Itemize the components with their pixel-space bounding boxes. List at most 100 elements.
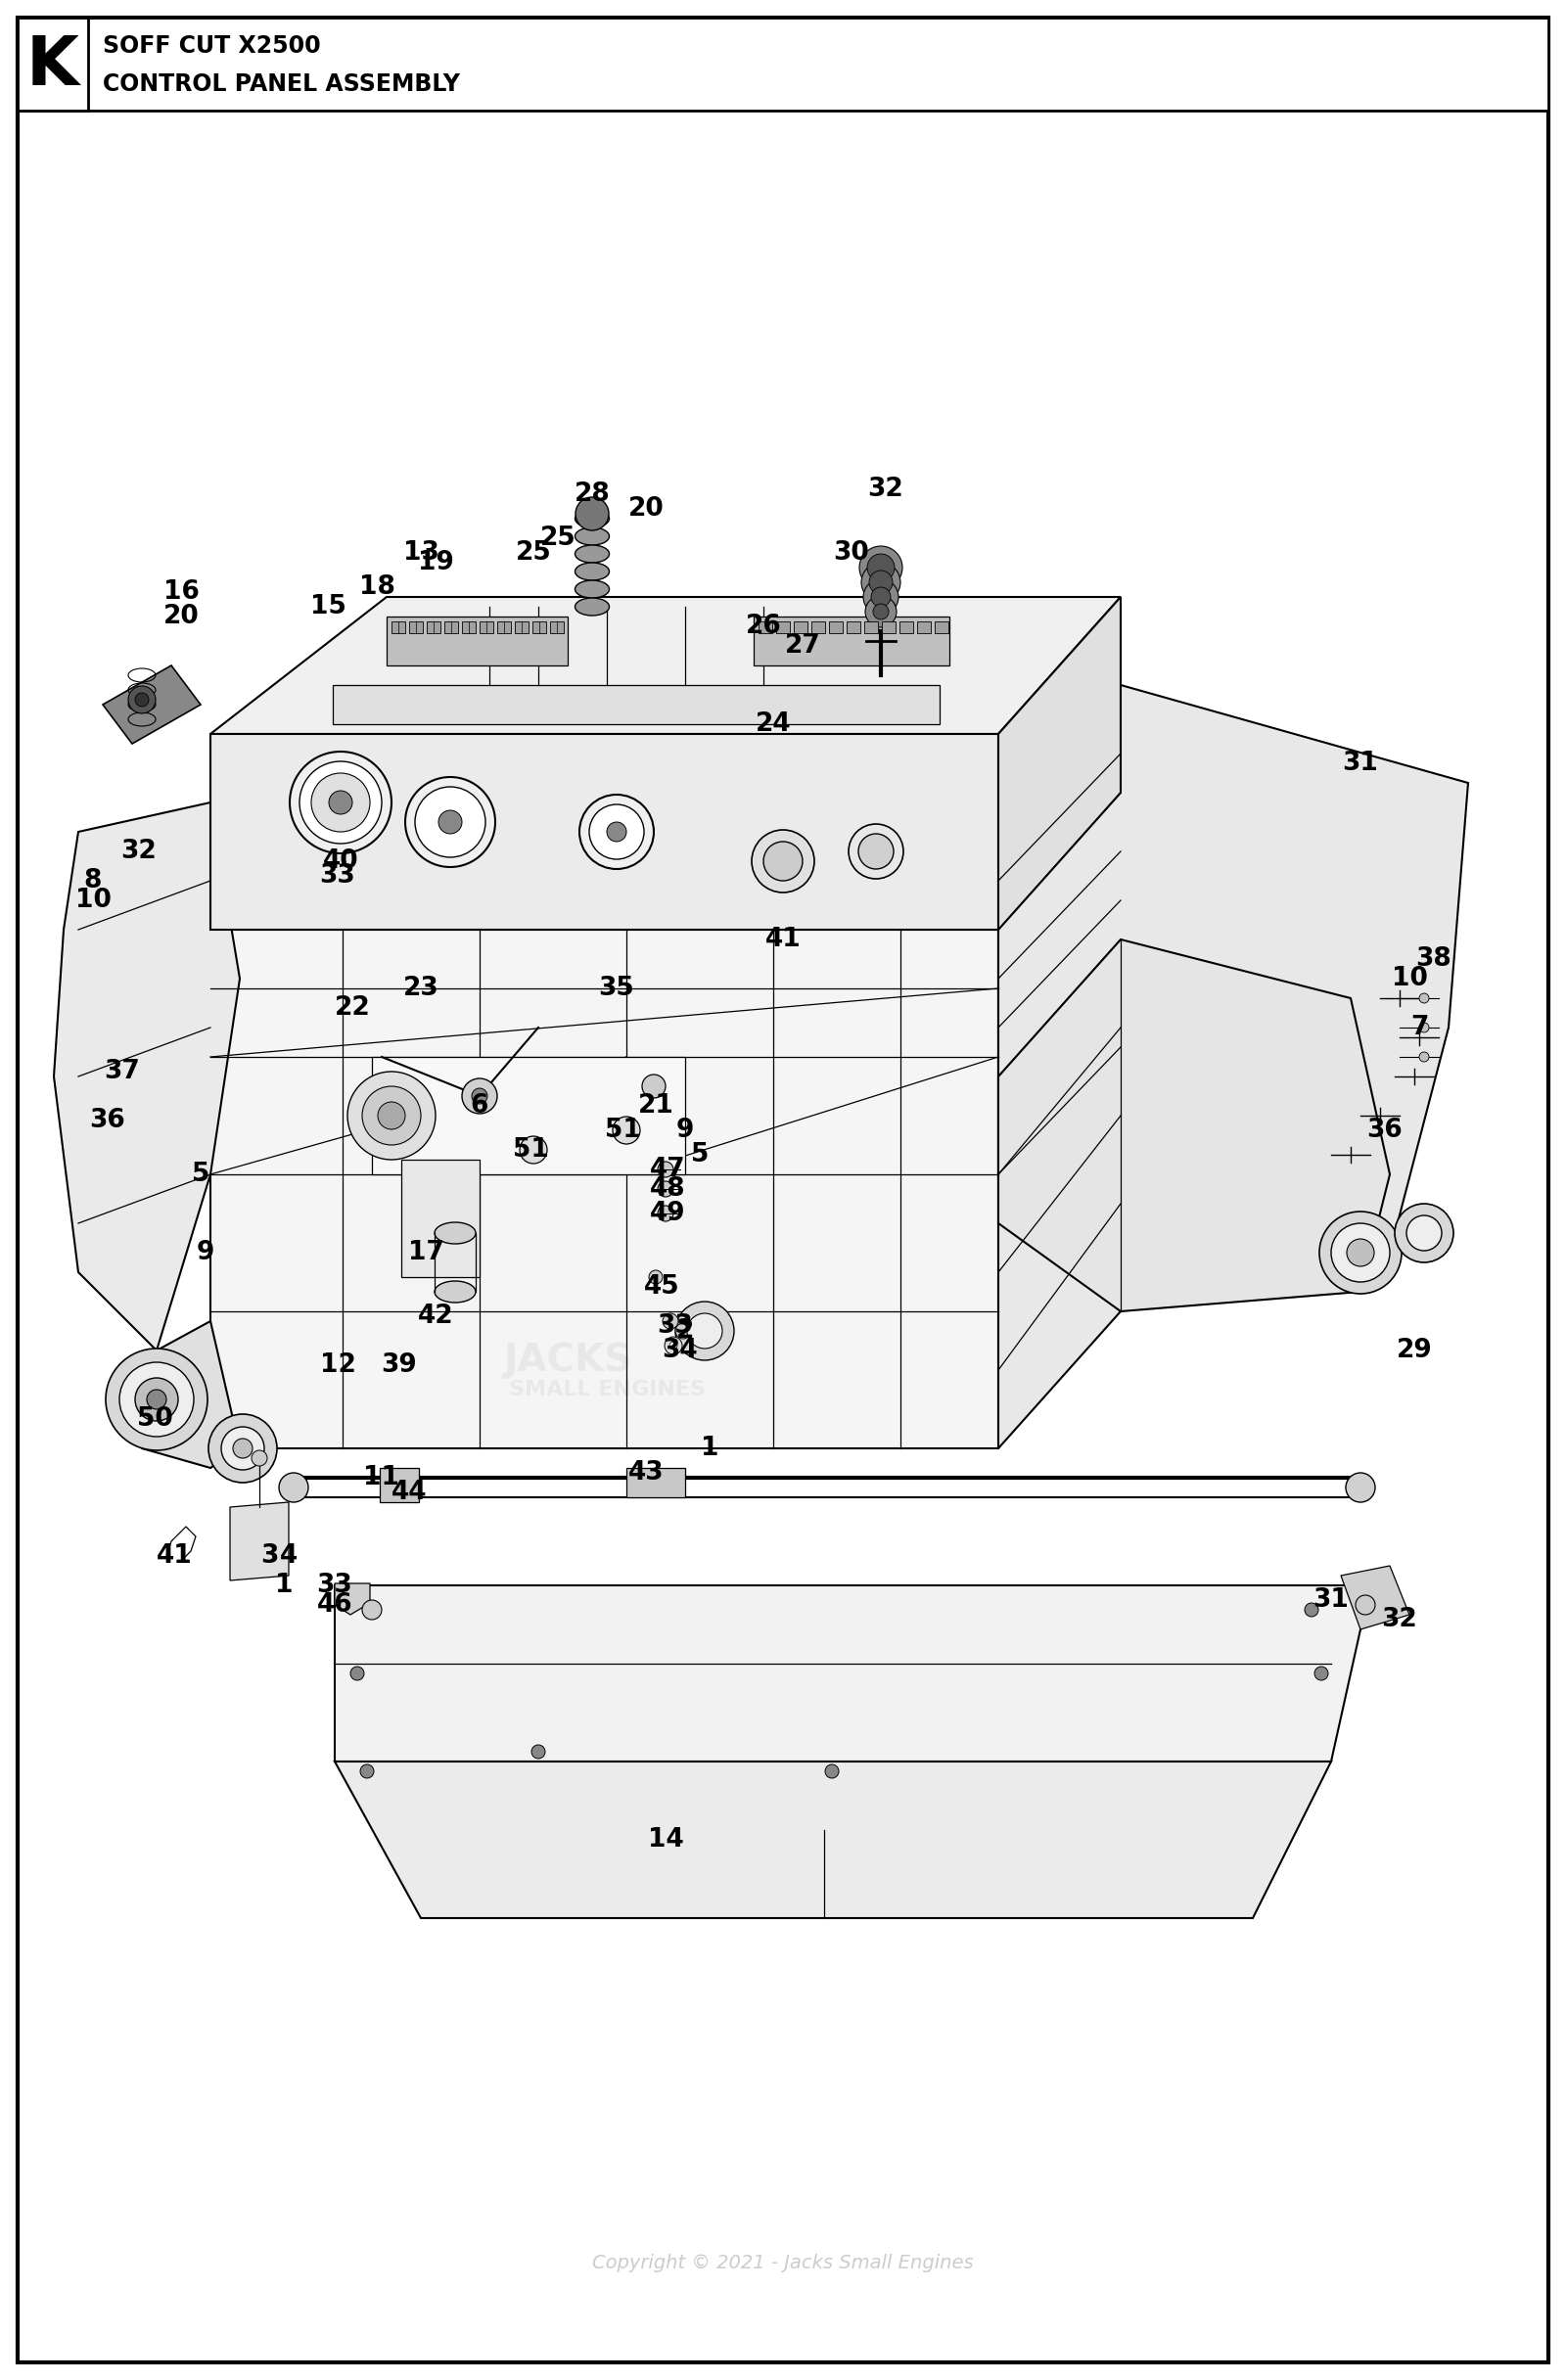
Circle shape (135, 693, 149, 707)
Circle shape (360, 1764, 374, 1778)
Circle shape (764, 843, 802, 881)
Circle shape (658, 1180, 673, 1197)
Circle shape (1419, 992, 1428, 1002)
Text: 28: 28 (575, 481, 611, 507)
Polygon shape (373, 1057, 686, 1173)
Circle shape (329, 790, 352, 814)
Text: K: K (27, 33, 80, 100)
Text: 19: 19 (418, 550, 454, 576)
Text: 22: 22 (335, 995, 370, 1021)
Bar (17, 17, 1549, 109)
Polygon shape (999, 940, 1391, 1311)
Polygon shape (999, 793, 1121, 1449)
Circle shape (462, 1078, 498, 1114)
Circle shape (868, 555, 894, 581)
Circle shape (687, 1314, 722, 1349)
Circle shape (1395, 1204, 1453, 1261)
Circle shape (752, 831, 814, 892)
Ellipse shape (575, 528, 609, 545)
Text: Copyright © 2021 - Jacks Small Engines: Copyright © 2021 - Jacks Small Engines (592, 2254, 974, 2273)
Text: 9: 9 (197, 1240, 215, 1266)
Text: 33: 33 (316, 1573, 352, 1597)
Circle shape (849, 823, 904, 878)
Bar (626, 1468, 686, 1497)
Polygon shape (1340, 1566, 1409, 1630)
Circle shape (662, 1314, 678, 1328)
Bar (811, 621, 825, 633)
Bar (847, 621, 860, 633)
Circle shape (438, 809, 462, 833)
Text: 40: 40 (323, 847, 359, 873)
Bar (882, 621, 896, 633)
Text: 5: 5 (191, 1161, 210, 1188)
Text: 20: 20 (628, 495, 664, 521)
Polygon shape (210, 733, 999, 931)
Text: 29: 29 (1397, 1338, 1433, 1364)
Polygon shape (210, 597, 1121, 733)
Circle shape (119, 1361, 194, 1438)
Circle shape (860, 545, 902, 590)
Circle shape (471, 1088, 487, 1104)
Text: 39: 39 (382, 1352, 417, 1378)
Text: 42: 42 (418, 1304, 454, 1328)
Text: 37: 37 (105, 1059, 141, 1085)
Polygon shape (335, 1583, 370, 1614)
Text: 15: 15 (310, 595, 346, 619)
Text: 50: 50 (136, 1407, 172, 1433)
Text: 33: 33 (319, 864, 355, 888)
Text: 32: 32 (121, 838, 157, 864)
Circle shape (874, 605, 889, 619)
Circle shape (348, 1071, 435, 1159)
Circle shape (861, 562, 900, 602)
Ellipse shape (435, 1280, 476, 1302)
Text: 1: 1 (274, 1573, 293, 1597)
Circle shape (147, 1390, 166, 1409)
Circle shape (658, 1207, 673, 1221)
Text: 8: 8 (85, 869, 102, 892)
Text: 27: 27 (785, 633, 821, 659)
Circle shape (531, 1745, 545, 1759)
Text: 6: 6 (471, 1092, 489, 1119)
Polygon shape (999, 685, 1469, 1311)
Circle shape (135, 1378, 179, 1421)
Circle shape (312, 773, 370, 833)
Text: 13: 13 (402, 540, 438, 566)
Circle shape (1331, 1223, 1391, 1283)
Text: 18: 18 (359, 574, 395, 600)
Circle shape (377, 1102, 406, 1130)
Circle shape (648, 1271, 662, 1283)
Text: 45: 45 (644, 1273, 680, 1299)
Bar (409, 621, 423, 633)
Polygon shape (335, 1761, 1331, 1918)
Bar (899, 621, 913, 633)
Circle shape (658, 1161, 673, 1178)
Text: 9: 9 (677, 1119, 694, 1142)
Circle shape (1406, 1216, 1442, 1250)
Ellipse shape (435, 1223, 476, 1245)
Circle shape (299, 762, 382, 843)
Text: 35: 35 (598, 976, 634, 1002)
Circle shape (675, 1302, 734, 1361)
Text: 5: 5 (691, 1142, 709, 1169)
Text: 44: 44 (392, 1480, 428, 1504)
Text: 32: 32 (1381, 1606, 1417, 1633)
Polygon shape (210, 931, 999, 1449)
Text: 49: 49 (650, 1202, 686, 1226)
Polygon shape (332, 685, 940, 724)
Bar (445, 621, 457, 633)
Circle shape (221, 1428, 265, 1471)
Ellipse shape (575, 581, 609, 597)
Bar (777, 621, 789, 633)
Text: 7: 7 (1411, 1014, 1428, 1040)
Polygon shape (753, 616, 949, 666)
Bar (828, 621, 843, 633)
Polygon shape (387, 616, 567, 666)
Bar (17, 17, 88, 109)
Circle shape (128, 685, 155, 714)
Text: 11: 11 (363, 1466, 399, 1490)
Circle shape (1314, 1666, 1328, 1680)
Circle shape (233, 1438, 252, 1459)
Text: CONTROL PANEL ASSEMBLY: CONTROL PANEL ASSEMBLY (103, 74, 460, 95)
Text: 41: 41 (157, 1542, 193, 1568)
Bar (426, 621, 440, 633)
